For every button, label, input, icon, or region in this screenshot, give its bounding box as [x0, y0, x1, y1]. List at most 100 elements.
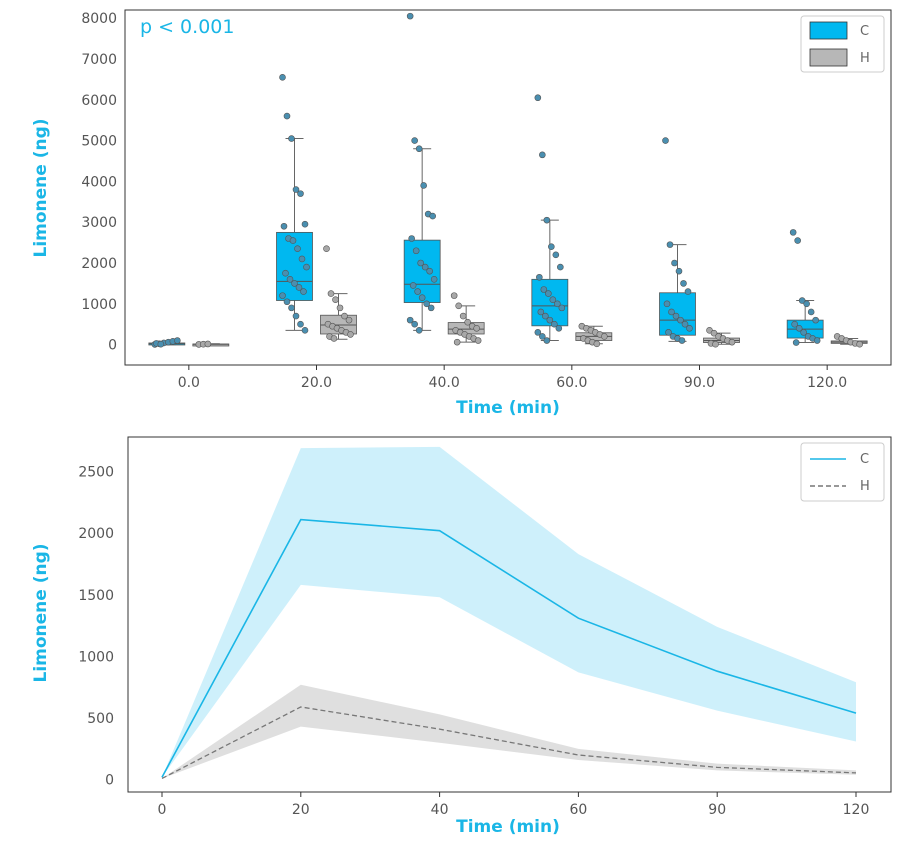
y-tick-label: 3000: [81, 215, 117, 231]
data-point: [546, 316, 554, 324]
data-point: [666, 241, 674, 248]
y-tick-label: 2500: [78, 465, 114, 481]
x-tick-label: 0: [158, 802, 167, 818]
plot-area-frame: [124, 9, 892, 366]
data-point: [813, 337, 821, 344]
data-point: [291, 280, 298, 287]
data-point: [800, 329, 807, 336]
data-point: [812, 316, 819, 324]
y-tick-label: 0: [105, 773, 114, 789]
x-axis-ticks: 0.0 20.0 40.0 60.0 90.0 120.0: [178, 365, 847, 391]
data-point: [555, 324, 563, 332]
y-tick-label: 1500: [78, 588, 114, 604]
y-tick-label: 5000: [81, 134, 117, 150]
data-point: [540, 286, 548, 293]
data-point: [414, 288, 421, 295]
data-point: [534, 94, 542, 102]
data-point: [430, 276, 438, 283]
y-axis-ticks: 0 1000 2000 3000 4000 5000 6000 7000 8000: [81, 11, 117, 353]
data-point: [795, 324, 803, 332]
data-point: [279, 74, 286, 81]
data-point: [792, 339, 800, 346]
box-c-1: [276, 74, 313, 334]
data-point: [406, 12, 414, 20]
data-point: [286, 276, 294, 283]
box-series: [148, 12, 868, 348]
data-point: [464, 318, 471, 326]
x-tick-label: 90: [708, 802, 726, 818]
data-point: [427, 304, 435, 312]
data-point: [663, 300, 671, 308]
line-c: [161, 518, 857, 778]
x-tick-label: 90.0: [684, 375, 715, 391]
data-point: [283, 298, 291, 306]
legend: C H: [800, 15, 885, 73]
data-point: [297, 190, 304, 197]
data-point: [303, 263, 310, 271]
data-point: [298, 255, 306, 263]
x-axis-label: Time (min): [456, 817, 560, 837]
data-point: [292, 312, 300, 320]
data-point: [289, 237, 297, 244]
legend: C H: [800, 442, 885, 502]
y-axis-label: Limonene (ng): [31, 543, 51, 682]
box-c-2: [403, 12, 441, 334]
data-point: [295, 284, 303, 291]
data-point: [473, 324, 480, 332]
data-point: [300, 288, 307, 295]
data-point: [789, 229, 797, 236]
data-point: [681, 320, 689, 328]
data-point: [301, 220, 309, 228]
box-h-2: [447, 292, 485, 346]
confidence-bands: [162, 446, 856, 779]
data-point: [341, 312, 348, 320]
legend-label-h: H: [860, 51, 870, 66]
y-tick-label: 500: [87, 711, 114, 727]
x-tick-label: 60: [569, 802, 587, 818]
x-tick-label: 0.0: [178, 375, 200, 391]
data-point: [332, 296, 339, 304]
box-c-3: [531, 94, 569, 344]
legend-label-h: H: [860, 479, 870, 494]
data-point: [279, 292, 286, 299]
data-point: [552, 251, 560, 259]
line-chart: 0 500 1000 1500 2000 2500 0 20 40 60 90 120 Limone…: [31, 436, 892, 837]
data-point: [677, 316, 684, 324]
data-point: [549, 296, 557, 304]
box-h-4: [703, 327, 740, 348]
data-point: [415, 145, 423, 153]
data-point: [680, 280, 687, 287]
data-point: [665, 329, 672, 336]
data-point: [712, 340, 719, 348]
data-point: [551, 320, 558, 328]
data-point: [421, 263, 429, 271]
x-tick-label: 40: [431, 802, 449, 818]
legend-frame: [800, 442, 885, 502]
series-lines: [161, 518, 857, 780]
data-point: [686, 324, 693, 332]
band-c: [162, 446, 856, 778]
box-h-0: [192, 340, 230, 348]
box-h-1: [320, 245, 357, 342]
data-point: [545, 290, 552, 297]
y-tick-label: 4000: [81, 174, 117, 190]
data-point: [543, 337, 551, 344]
data-point: [417, 259, 424, 267]
x-tick-label: 120: [843, 802, 870, 818]
data-point: [672, 312, 680, 320]
data-point: [557, 263, 564, 271]
data-point: [294, 245, 301, 253]
x-tick-label: 40.0: [429, 375, 460, 391]
data-point: [412, 247, 420, 255]
data-point: [558, 304, 566, 312]
y-axis-ticks: 0 500 1000 1500 2000 2500: [78, 465, 114, 789]
data-point: [539, 333, 546, 340]
legend-swatch-h: [809, 48, 848, 67]
data-point: [288, 304, 295, 312]
x-axis-label: Time (min): [456, 398, 560, 418]
data-point: [455, 302, 462, 310]
data-point: [539, 151, 546, 159]
data-point: [297, 320, 304, 328]
y-tick-label: 2000: [81, 256, 117, 272]
y-tick-label: 8000: [81, 11, 117, 27]
